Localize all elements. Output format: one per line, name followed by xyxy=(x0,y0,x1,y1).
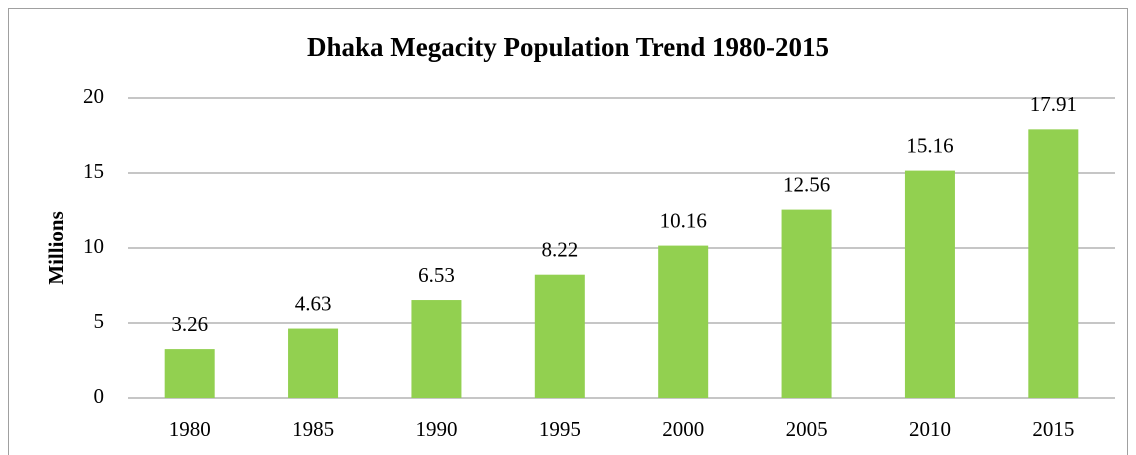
bar xyxy=(781,209,832,398)
x-tick-label: 1995 xyxy=(539,417,581,441)
data-label: 15.16 xyxy=(906,133,953,157)
y-tick-label: 5 xyxy=(94,309,105,333)
data-label: 17.91 xyxy=(1030,92,1077,116)
y-tick-label: 15 xyxy=(83,159,104,183)
x-tick-label: 2005 xyxy=(786,417,828,441)
bar xyxy=(658,245,709,398)
bar xyxy=(904,170,955,398)
bar xyxy=(534,274,585,398)
y-tick-label: 20 xyxy=(83,84,104,108)
x-tick-label: 1980 xyxy=(169,417,211,441)
chart-title: Dhaka Megacity Population Trend 1980-201… xyxy=(307,32,829,62)
data-label: 8.22 xyxy=(541,238,578,262)
y-tick-label: 10 xyxy=(83,234,104,258)
data-label: 10.16 xyxy=(660,208,707,232)
data-label: 3.26 xyxy=(171,312,208,336)
x-tick-label: 1990 xyxy=(415,417,457,441)
data-label: 6.53 xyxy=(418,263,455,287)
x-tick-label: 1985 xyxy=(292,417,334,441)
x-tick-label: 2000 xyxy=(662,417,704,441)
y-tick-label: 0 xyxy=(94,384,105,408)
bar xyxy=(164,349,215,398)
data-label: 12.56 xyxy=(783,172,830,196)
bar xyxy=(1028,129,1079,398)
data-label: 4.63 xyxy=(295,291,332,315)
bar xyxy=(288,328,339,398)
y-axis-label: Millions xyxy=(44,211,68,285)
x-tick-label: 2010 xyxy=(909,417,951,441)
bar xyxy=(411,300,462,398)
x-tick-label: 2015 xyxy=(1032,417,1074,441)
